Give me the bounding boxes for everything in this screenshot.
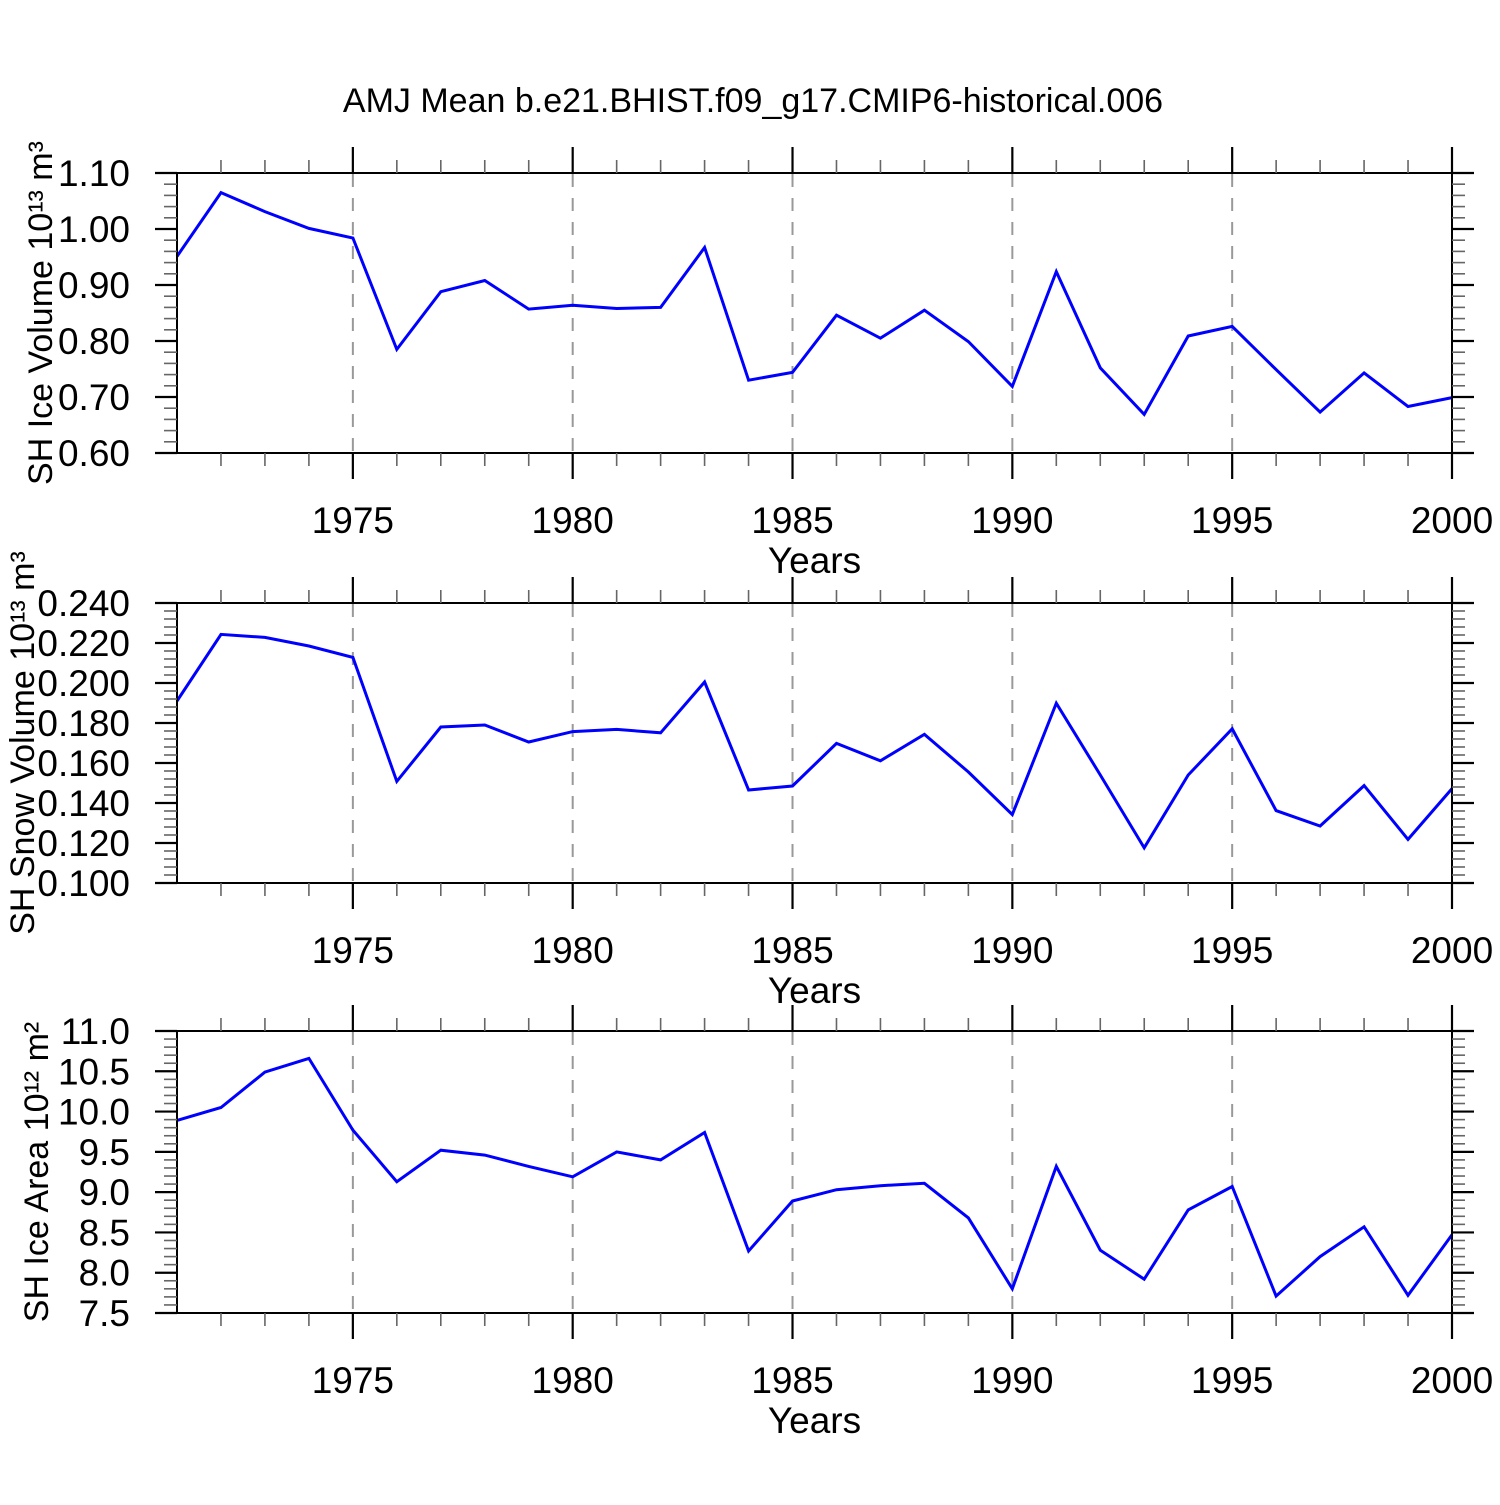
y-tick-label-9.5: 9.5 [79, 1132, 130, 1173]
x-tick-label-1980: 1980 [532, 1360, 614, 1401]
y-tick-label-1.10: 1.10 [58, 153, 130, 194]
x-tick-labels: 1975 1980 1985 1990 1995 2000 [312, 500, 1493, 541]
y-tick-label-0.100: 0.100 [37, 863, 130, 904]
sh-ice-volume-chart: 0.60 0.70 0.80 0.90 1.00 1.10 1975 1980 1985 1990… [22, 141, 1493, 581]
figure-title: AMJ Mean b.e21.BHIST.f09_g17.CMIP6-histo… [343, 82, 1163, 120]
y-tick-labels: 0.60 0.70 0.80 0.90 1.00 1.10 [58, 153, 130, 474]
x-axis-title: Years [768, 540, 861, 581]
y-tick-label-0.140: 0.140 [37, 783, 130, 824]
gridlines [351, 174, 1234, 452]
x-tick-label-2000: 2000 [1411, 500, 1493, 541]
x-tick-label-1975: 1975 [312, 500, 394, 541]
y-tick-label-0.60: 0.60 [58, 433, 130, 474]
y-tick-label-10.0: 10.0 [58, 1092, 130, 1133]
y-tick-label-0.240: 0.240 [37, 583, 130, 624]
y-tick-label-7.5: 7.5 [79, 1293, 130, 1334]
x-tick-label-1985: 1985 [751, 1360, 833, 1401]
x-axis-title: Years [768, 1400, 861, 1441]
data-line [175, 632, 1454, 851]
sh-snow-volume-chart: 0.1000.1200.1400.1600.1800.2000.2200.240… [4, 551, 1493, 1011]
ticks [155, 147, 1474, 479]
y-tick-label-10.5: 10.5 [58, 1051, 130, 1092]
x-tick-label-1995: 1995 [1191, 1360, 1273, 1401]
gridlines [351, 604, 1234, 882]
ticks [155, 577, 1474, 909]
y-tick-labels: 7.58.08.59.09.510.010.511.0 [58, 1011, 130, 1334]
y-axis-title: SH Ice Area 10¹² m² [18, 1022, 56, 1322]
x-tick-label-1980: 1980 [532, 500, 614, 541]
x-tick-labels: 1975 1980 1985 1990 1995 2000 [312, 930, 1493, 971]
ticks [155, 1005, 1474, 1339]
x-tick-label-1990: 1990 [971, 930, 1053, 971]
y-tick-label-0.90: 0.90 [58, 265, 130, 306]
y-tick-label-1.00: 1.00 [58, 209, 130, 250]
charts-root: 0.60 0.70 0.80 0.90 1.00 1.10 1975 1980 1985 1990… [4, 141, 1493, 1441]
y-tick-label-8.0: 8.0 [79, 1253, 130, 1294]
y-tick-label-0.80: 0.80 [58, 321, 130, 362]
x-tick-label-2000: 2000 [1411, 930, 1493, 971]
x-tick-label-1995: 1995 [1191, 500, 1273, 541]
y-tick-label-0.160: 0.160 [37, 743, 130, 784]
y-tick-label-0.220: 0.220 [37, 623, 130, 664]
y-axis-title: SH Ice Volume 10¹³ m³ [22, 141, 60, 485]
x-tick-label-1990: 1990 [971, 1360, 1053, 1401]
data-line [175, 190, 1453, 417]
y-tick-label-8.5: 8.5 [79, 1212, 130, 1253]
axes-box [176, 1030, 1453, 1314]
x-tick-label-2000: 2000 [1411, 1360, 1493, 1401]
y-tick-label-0.120: 0.120 [37, 823, 130, 864]
x-tick-label-1975: 1975 [312, 1360, 394, 1401]
data-line [176, 1056, 1454, 1299]
y-tick-label-11.0: 11.0 [61, 1011, 130, 1052]
x-tick-label-1985: 1985 [751, 930, 833, 971]
axes-box [176, 172, 1453, 454]
axes-box [176, 602, 1453, 884]
x-tick-label-1995: 1995 [1191, 930, 1273, 971]
x-tick-label-1980: 1980 [532, 930, 614, 971]
y-tick-label-0.180: 0.180 [37, 703, 130, 744]
x-tick-label-1985: 1985 [751, 500, 833, 541]
x-tick-labels: 1975 1980 1985 1990 1995 2000 [312, 1360, 1493, 1401]
x-tick-label-1975: 1975 [312, 930, 394, 971]
y-tick-label-9.0: 9.0 [79, 1172, 130, 1213]
y-tick-label-0.200: 0.200 [37, 663, 130, 704]
gridlines [351, 1032, 1234, 1312]
y-tick-label-0.70: 0.70 [58, 377, 130, 418]
x-tick-label-1990: 1990 [971, 500, 1053, 541]
x-axis-title: Years [768, 970, 861, 1011]
y-axis-title: SH Snow Volume 10¹³ m³ [4, 551, 42, 935]
